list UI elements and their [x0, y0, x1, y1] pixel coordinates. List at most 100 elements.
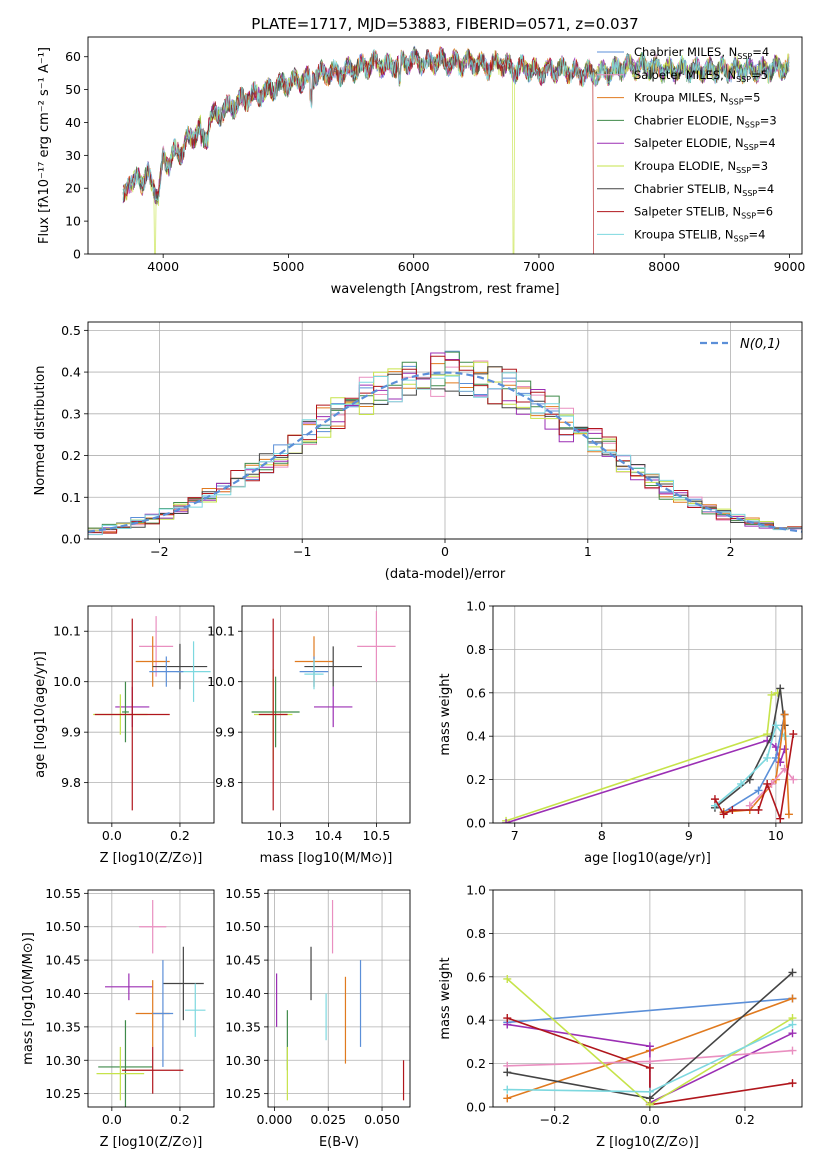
y-tick-label: 0.2	[61, 448, 81, 463]
grid	[268, 890, 410, 1107]
x-tick-label: 0.000	[257, 1112, 293, 1127]
y-tick-label: 10.50	[45, 919, 81, 934]
y-tick-label: 0.4	[61, 365, 81, 380]
legend-value: =3	[760, 113, 777, 127]
chart-mass_weight_vs_z: −0.2 0.0 0.2 0.0 0.2 0.4 0.6 0.8 1.0 Z [log10(Z/Z…	[438, 883, 803, 1150]
x-axis-label: Z [log10(Z/Z⊙)]	[596, 1135, 699, 1150]
series-marker-chabrier_stelib	[776, 684, 785, 693]
series-line-chabrier_miles	[723, 714, 786, 813]
legend-value: =4	[752, 45, 769, 59]
axes-frame	[267, 889, 411, 1108]
legend-label-chabrier_stelib: Chabrier STELIB, NSSP=4	[634, 182, 774, 198]
x-tick-label: 0.0	[102, 828, 122, 843]
y-tick-label: 60	[65, 49, 81, 64]
y-tick-label: 9.8	[215, 775, 235, 790]
legend-subscript: SSP	[736, 166, 751, 175]
x-axis-label: (data-model)/error	[385, 567, 506, 582]
chart-age_vs_mass: 10.3 10.4 10.5 9.8 9.9 10.0 10.1 mass [log10(M/…	[207, 605, 411, 866]
x-tick-label: −1	[293, 544, 311, 559]
y-tick-label: 0.6	[466, 969, 486, 984]
x-tick-label: 1	[584, 544, 592, 559]
y-tick-label: 0.0	[61, 532, 81, 547]
series-marker-salpeter_elodie	[780, 745, 789, 754]
series-marker-salpeter_stelib	[645, 1063, 654, 1072]
series-marker-chabrier_stelib	[503, 1068, 512, 1077]
plot-area	[251, 611, 396, 811]
axes-frame	[241, 605, 411, 824]
y-tick-label: 0	[73, 247, 81, 262]
series-marker-salpeter_miles	[788, 1046, 797, 1055]
x-tick-label: −2	[150, 544, 168, 559]
y-tick-label: 0.5	[61, 323, 81, 338]
y-tick-label: 10.35	[45, 1019, 81, 1034]
y-tick-label: 10.45	[45, 953, 81, 968]
x-tick-label: 0.025	[310, 1112, 346, 1127]
series-marker-salpeter_stelib	[503, 1014, 512, 1023]
x-tick-label: 8000	[648, 259, 680, 274]
legend-subscript: SSP	[737, 52, 752, 61]
chart-spectrum: 4000 5000 6000 7000 8000 9000 0 10 20 30 40 50 60 wav…	[37, 15, 805, 297]
series-marker-kroupa_miles	[780, 710, 789, 719]
legend-subscript: SSP	[734, 234, 749, 243]
x-axis-label: E(B-V)	[319, 1135, 359, 1150]
y-axis-label: mass weight	[438, 673, 453, 755]
chart-residuals: −2 −1 0 1 2 0.0 0.1 0.2 0.3 0.4 0.5 (data-model)/er…	[33, 321, 803, 582]
y-tick-label: 30	[65, 148, 81, 163]
y-tick-label: 10	[65, 214, 81, 229]
legend-value: =6	[756, 205, 773, 219]
x-tick-label: 0	[441, 544, 449, 559]
x-tick-label: 6000	[398, 259, 430, 274]
series-marker-salpeter_stelib	[788, 1079, 797, 1088]
spectrum-line-kroupa_stelib	[122, 48, 790, 202]
y-axis-label: Normed distribution	[33, 366, 48, 496]
series-line-kroupa_stelib	[714, 723, 786, 807]
y-tick-label: 0.4	[466, 1013, 486, 1028]
y-tick-label: 9.9	[61, 725, 81, 740]
x-tick-label: 5000	[273, 259, 305, 274]
plot-area	[276, 900, 405, 1101]
y-tick-label: 1.0	[466, 883, 486, 898]
histogram-kroupa_elodie	[88, 361, 802, 531]
y-tick-label: 20	[65, 181, 81, 196]
y-axis-label: age [log10(age/yr)]	[33, 651, 48, 778]
series-marker-kroupa_elodie	[503, 974, 512, 983]
plot-area	[503, 968, 797, 1107]
series-marker-salpeter_stelib	[776, 814, 785, 823]
y-axis-label: Flux [fλ10⁻¹⁷ erg cm⁻² s⁻¹ A⁻¹]	[37, 47, 52, 244]
y-tick-label: 0.4	[466, 729, 486, 744]
series-marker-salpeter_elodie	[788, 1029, 797, 1038]
y-tick-label: 10.40	[225, 986, 261, 1001]
legend-label-kroupa_stelib: Kroupa STELIB, NSSP=4	[634, 227, 765, 243]
series-marker-salpeter_stelib	[728, 805, 737, 814]
axes-frame	[87, 889, 215, 1108]
y-tick-label: 10.30	[225, 1053, 261, 1068]
y-tick-label: 9.8	[61, 775, 81, 790]
series-marker-salpeter_stelib	[763, 779, 772, 788]
x-axis-label: mass [log10(M/M⊙)]	[260, 851, 393, 866]
legend-value: =4	[759, 136, 776, 150]
x-tick-label: 0.050	[364, 1112, 400, 1127]
series-marker-salpeter_elodie	[502, 819, 511, 823]
x-tick-label: 4000	[147, 259, 179, 274]
legend-label-chabrier_miles: Chabrier MILES, NSSP=4	[634, 45, 769, 61]
series-marker-kroupa_miles	[784, 810, 793, 819]
y-tick-label: 10.1	[207, 624, 235, 639]
x-tick-label: 0.0	[102, 1112, 122, 1127]
x-tick-label: 10.5	[362, 828, 390, 843]
x-tick-label: 10.4	[314, 828, 342, 843]
x-tick-label: 0.2	[735, 1112, 755, 1127]
legend-value: =4	[757, 182, 774, 196]
series-marker-salpeter_stelib	[754, 805, 763, 814]
legend-value: =5	[751, 68, 768, 82]
y-tick-label: 10.1	[53, 624, 81, 639]
legend-label-salpeter_miles: Salpeter MILES, NSSP=5	[634, 68, 768, 84]
grid	[493, 889, 802, 1108]
legend-value: =4	[749, 227, 766, 241]
y-axis-label: mass weight	[438, 957, 453, 1039]
series-marker-kroupa_elodie	[645, 1100, 654, 1107]
series-marker-salpeter_miles	[745, 801, 754, 810]
x-tick-label: 9000	[774, 259, 806, 274]
y-tick-label: 0.2	[466, 1056, 486, 1071]
legend-value: =5	[744, 91, 761, 105]
